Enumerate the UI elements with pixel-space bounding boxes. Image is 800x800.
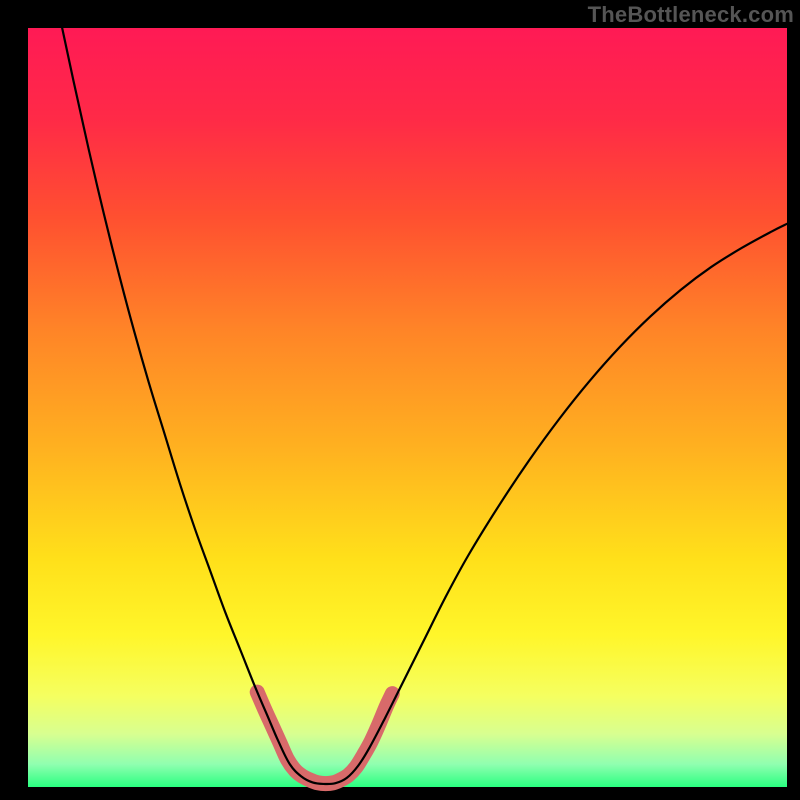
chart-svg xyxy=(28,28,787,787)
watermark-text: TheBottleneck.com xyxy=(588,2,794,28)
plot-area xyxy=(28,28,787,787)
